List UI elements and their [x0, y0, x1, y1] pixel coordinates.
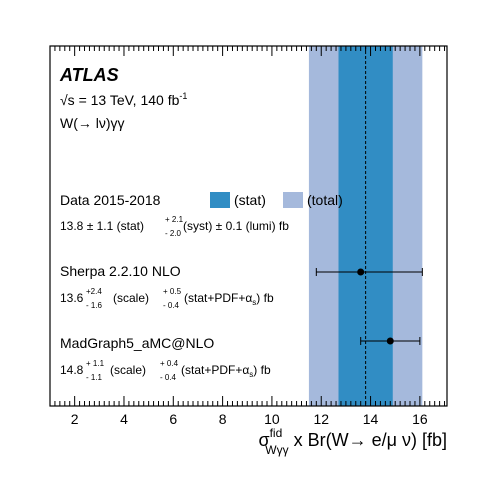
energy-lumi-text: √s = 13 TeV, 140 fb — [60, 92, 180, 108]
sherpa-scale-label: (scale) — [113, 291, 149, 305]
x-tick-label: 16 — [412, 411, 428, 427]
sherpa-pdf-up: + 0.5 — [163, 287, 182, 296]
x-axis-title-rest: x Br(W→ e/μ ν) [fb] — [289, 430, 447, 450]
x-axis-title: σfid Wγγ x Br(W→ e/μ ν) [fb] — [258, 426, 447, 457]
madgraph-scale-down: - 1.1 — [86, 373, 103, 382]
sherpa-scale-down: - 1.6 — [86, 301, 103, 310]
sherpa-pdf-end: ) fb — [256, 291, 274, 305]
sherpa-scale-up: +2.4 — [86, 287, 102, 296]
madgraph-pdf-up: + 0.4 — [160, 359, 179, 368]
legend-stat-swatch — [210, 192, 230, 208]
prediction-marker — [386, 337, 394, 345]
x-axis-title-sup: fid — [270, 426, 283, 440]
x-tick-label: 8 — [219, 411, 227, 427]
x-axis-title-sub: Wγγ — [265, 443, 288, 457]
legend-total-swatch — [283, 192, 303, 208]
legend-stat-label: (stat) — [234, 192, 266, 208]
data-syst-up: + 2.1 — [165, 215, 184, 224]
x-tick-label: 6 — [169, 411, 177, 427]
sherpa-pdf-label: (stat+PDF+αs) fb — [184, 291, 274, 307]
experiment-label: ATLAS — [59, 65, 119, 85]
madgraph-pdf-text: (stat+PDF+α — [181, 363, 249, 377]
prediction-layer — [315, 268, 423, 345]
data-summary-rest: (syst) ± 0.1 (lumi) fb — [183, 219, 289, 233]
madgraph-pdf-sub: s — [249, 370, 253, 379]
madgraph-value: 14.8 — [60, 363, 84, 377]
sherpa-value: 13.6 — [60, 291, 84, 305]
process-label: W(→ lν)γγ — [60, 115, 125, 131]
madgraph-scale-label: (scale) — [110, 363, 146, 377]
x-axis-title-sigma: σ — [258, 430, 269, 450]
plot-frame — [49, 45, 448, 407]
prediction-marker — [357, 268, 365, 276]
sherpa-pdf-down: - 0.4 — [163, 301, 180, 310]
madgraph-pdf-end: ) fb — [253, 363, 271, 377]
legend-total-label: (total) — [307, 192, 343, 208]
data-syst-down: - 2.0 — [165, 229, 182, 238]
x-tick-label: 14 — [363, 411, 379, 427]
x-tick-label: 2 — [71, 411, 79, 427]
x-axis-ticks: 2 4 6 8 10 12 14 16 — [49, 46, 446, 427]
madgraph-scale-up: + 1.1 — [86, 359, 105, 368]
prediction-name-madgraph: MadGraph5_aMC@NLO — [60, 335, 214, 351]
energy-lumi-label: √s = 13 TeV, 140 fb-1 — [60, 91, 187, 108]
x-tick-label: 10 — [264, 411, 280, 427]
madgraph-pdf-label: (stat+PDF+αs) fb — [181, 363, 271, 379]
data-summary-value: 13.8 ± 1.1 (stat) — [60, 219, 144, 233]
prediction-name-sherpa: Sherpa 2.2.10 NLO — [60, 263, 181, 279]
data-legend-label: Data 2015-2018 — [60, 192, 161, 208]
x-tick-label: 12 — [313, 411, 329, 427]
sherpa-pdf-sub: s — [252, 298, 256, 307]
x-tick-label: 4 — [120, 411, 128, 427]
madgraph-pdf-down: - 0.4 — [160, 373, 177, 382]
energy-lumi-sup: -1 — [179, 91, 187, 101]
sherpa-pdf-text: (stat+PDF+α — [184, 291, 252, 305]
